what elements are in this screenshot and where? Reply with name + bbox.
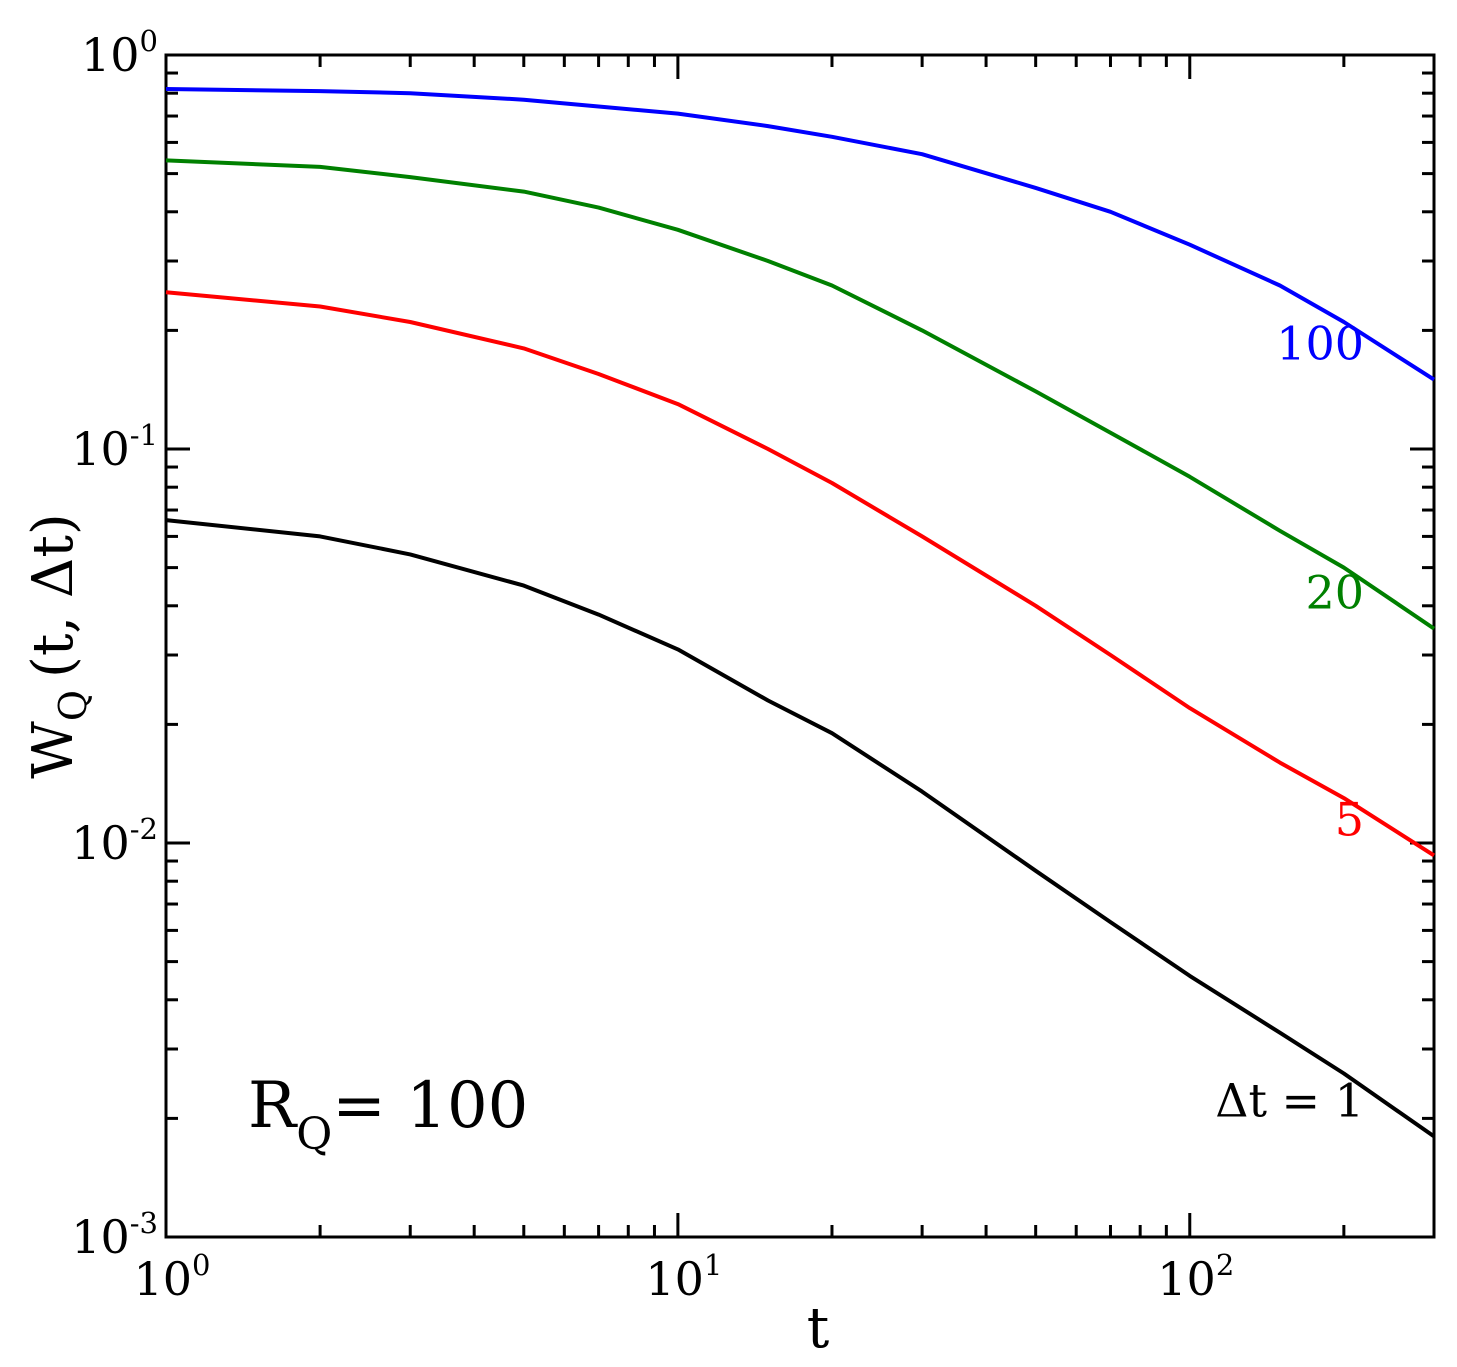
y-tick-label: 10-1	[71, 418, 158, 476]
x-axis-label: t	[807, 1296, 830, 1361]
y-axis-label-rest: (t, Δt)	[21, 513, 86, 678]
series-line	[165, 158, 1436, 631]
rq-annotation-sub: Q	[296, 1109, 332, 1160]
curve-label: Δt = 1	[1215, 1073, 1364, 1127]
y-tick-label: 10-2	[71, 812, 158, 870]
y-axis-label-main: W	[21, 721, 86, 779]
series-line	[165, 518, 1436, 1139]
rq-annotation: RQ= 100	[248, 1069, 528, 1160]
x-tick-label: 102	[1157, 1248, 1234, 1306]
y-tick-label: 10-3	[71, 1206, 158, 1264]
tick-labels: 100 101 102 100 10-1 10-2 10-3	[71, 24, 1234, 1306]
y-tick-label: 100	[81, 24, 158, 82]
plot-frame	[164, 53, 1436, 1239]
y-axis-label-sub: Q	[51, 690, 95, 721]
series-line	[165, 87, 1436, 382]
x-tick-label: 100	[134, 1248, 211, 1306]
curve-label: 20	[1305, 566, 1364, 620]
axis-ticks	[164, 53, 1436, 1239]
curve-label: 100	[1276, 317, 1364, 371]
rq-annotation-main: R	[248, 1069, 298, 1143]
rq-annotation-rest: = 100	[332, 1069, 528, 1143]
curve-label: 5	[1335, 792, 1364, 846]
x-tick-label: 101	[645, 1248, 722, 1306]
series-line	[165, 290, 1436, 858]
svg-text:WQ(t, Δt): WQ (t, Δt)	[21, 513, 95, 778]
y-axis-label: WQ (t, Δt)	[21, 513, 95, 778]
curve-labels: 100 20 5 Δt = 1	[1215, 317, 1364, 1128]
series-lines	[165, 87, 1436, 1139]
